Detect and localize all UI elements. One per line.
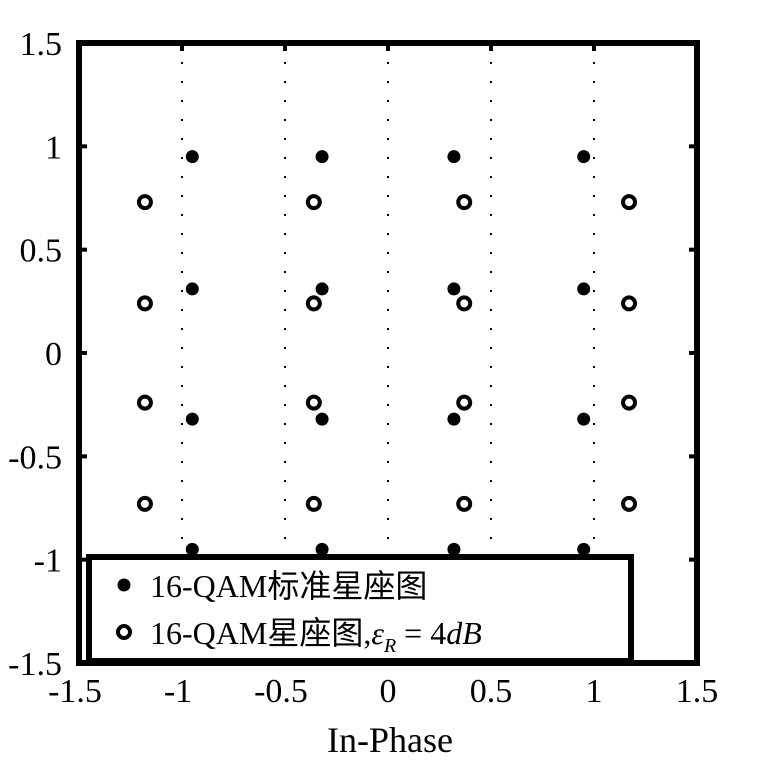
point-standard bbox=[315, 412, 329, 426]
x-tick-label: 0.5 bbox=[470, 673, 513, 710]
point-standard bbox=[315, 542, 329, 556]
x-tick-label: -0.5 bbox=[254, 673, 308, 710]
x-tick-label: 1 bbox=[586, 673, 603, 710]
point-distorted bbox=[136, 495, 153, 512]
point-distorted bbox=[305, 394, 322, 411]
point-distorted bbox=[621, 194, 638, 211]
legend-marker-filled bbox=[117, 578, 131, 592]
x-tick-label: 0 bbox=[380, 673, 397, 710]
point-standard bbox=[185, 282, 199, 296]
legend-marker-hollow bbox=[116, 624, 132, 640]
point-standard bbox=[577, 150, 591, 164]
y-tick-label: 1.5 bbox=[20, 26, 63, 63]
point-distorted bbox=[621, 495, 638, 512]
point-distorted bbox=[136, 194, 153, 211]
point-standard bbox=[185, 150, 199, 164]
legend-entry-2-prefix: 16-QAM星座图, bbox=[150, 615, 371, 651]
point-distorted bbox=[305, 495, 322, 512]
legend-box bbox=[86, 554, 634, 664]
y-tick-label: -1 bbox=[34, 543, 62, 580]
legend-entry-2-subscript: R bbox=[383, 635, 396, 657]
point-distorted bbox=[456, 394, 473, 411]
x-tick-labels: -1.5 -1 -0.5 0 0.5 1 1.5 bbox=[48, 673, 718, 710]
y-tick-label: -1.5 bbox=[8, 646, 62, 683]
point-distorted bbox=[456, 495, 473, 512]
point-distorted bbox=[456, 194, 473, 211]
point-distorted bbox=[305, 194, 322, 211]
data-points bbox=[136, 150, 638, 556]
point-standard bbox=[577, 542, 591, 556]
y-tick-labels: -1.5 -1 -0.5 0 0.5 1 1.5 bbox=[8, 26, 62, 683]
point-distorted bbox=[136, 295, 153, 312]
point-standard bbox=[577, 282, 591, 296]
legend-entry-2-unit: dB bbox=[446, 615, 482, 651]
legend-entry-2-symbol: ε bbox=[371, 615, 384, 651]
y-tick-label: 0 bbox=[45, 336, 62, 373]
point-standard bbox=[315, 282, 329, 296]
point-distorted bbox=[136, 394, 153, 411]
point-distorted bbox=[621, 295, 638, 312]
point-standard bbox=[315, 150, 329, 164]
x-axis-title: In-Phase bbox=[327, 720, 453, 760]
legend: 16-QAM标准星座图 16-QAM星座图,εR = 4dB bbox=[86, 554, 634, 664]
x-tick-label: -1 bbox=[164, 673, 192, 710]
point-distorted bbox=[456, 295, 473, 312]
x-tick-label: 1.5 bbox=[676, 673, 719, 710]
point-distorted bbox=[621, 394, 638, 411]
point-standard bbox=[185, 412, 199, 426]
point-distorted bbox=[305, 295, 322, 312]
point-standard bbox=[447, 542, 461, 556]
legend-entry-2: 16-QAM星座图,εR = 4dB bbox=[150, 615, 482, 657]
legend-entry-2-eq: = 4 bbox=[396, 615, 446, 651]
point-standard bbox=[577, 412, 591, 426]
y-tick-label: -0.5 bbox=[8, 439, 62, 476]
y-tick-label: 0.5 bbox=[20, 233, 63, 270]
x-tick-label: -1.5 bbox=[48, 673, 102, 710]
y-tick-label: 1 bbox=[45, 129, 62, 166]
point-standard bbox=[447, 412, 461, 426]
legend-entry-1: 16-QAM标准星座图 bbox=[150, 568, 427, 604]
point-standard bbox=[447, 150, 461, 164]
point-standard bbox=[185, 542, 199, 556]
point-standard bbox=[447, 282, 461, 296]
